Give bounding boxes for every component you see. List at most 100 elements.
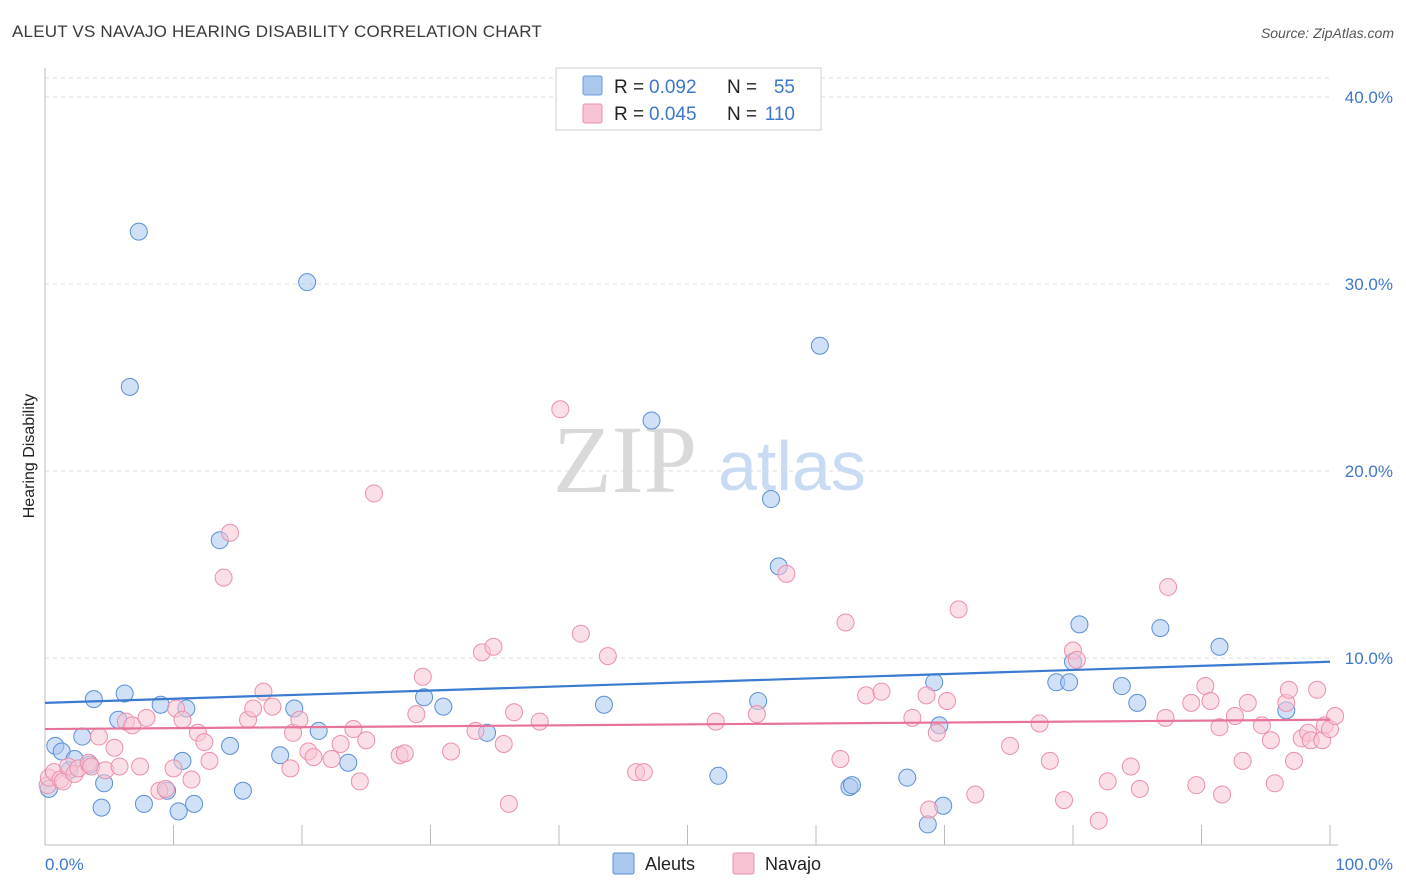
stats-legend: R = 0.092 N = 55 R = 0.045 N = 110 (555, 67, 822, 131)
navajo-point-64 (831, 749, 850, 768)
trend-lines (44, 660, 1331, 731)
aleuts-point-32 (594, 695, 613, 714)
navajo-point-55 (530, 712, 549, 731)
navajo-point-61 (706, 712, 725, 731)
watermark-zip: ZIP (553, 406, 697, 513)
stats-n-value-navajo: 110 (765, 104, 795, 125)
aleuts-point-29 (415, 688, 434, 707)
navajo-point-40 (344, 720, 363, 739)
watermark-atlas: atlas (718, 427, 866, 505)
navajo-point-13 (110, 757, 129, 776)
stats-r-value-aleuts: 0.092 (649, 77, 697, 98)
navajo-point-57 (571, 624, 590, 643)
navajo-point-43 (364, 484, 383, 503)
aleuts-point-30 (434, 697, 453, 716)
navajo-point-25 (195, 733, 214, 752)
aleuts-point-28 (339, 753, 358, 772)
navajo-point-97 (1261, 731, 1280, 750)
aleuts-point-27 (309, 721, 328, 740)
navajo-point-100 (1279, 680, 1298, 699)
navajo-point-41 (350, 772, 369, 791)
navajo-point-90 (1201, 692, 1220, 711)
navajo-point-80 (1067, 650, 1086, 669)
navajo-point-86 (1159, 577, 1178, 596)
navajo-point-52 (494, 735, 513, 754)
navajo-point-82 (1098, 772, 1117, 791)
navajo-point-72 (938, 692, 957, 711)
navajo-point-74 (966, 785, 985, 804)
navajo-point-32 (263, 697, 282, 716)
navajo-point-62 (747, 705, 766, 724)
navajo-point-42 (357, 731, 376, 750)
aleuts-point-33 (642, 411, 661, 430)
legend-label-aleuts: Aleuts (645, 854, 695, 874)
y-tick-label-40: 40.0% (1345, 88, 1393, 107)
navajo-point-15 (123, 716, 142, 735)
navajo-point-53 (499, 794, 518, 813)
navajo-point-69 (917, 686, 936, 705)
navajo-point-88 (1187, 776, 1206, 795)
navajo-point-60 (634, 763, 653, 782)
y-tick-label-10: 10.0% (1345, 649, 1393, 668)
navajo-point-73 (949, 600, 968, 619)
navajo-point-39 (331, 735, 350, 754)
navajo-point-35 (290, 710, 309, 729)
aleuts-point-42 (918, 815, 937, 834)
y-tick-label-20: 20.0% (1345, 462, 1393, 481)
stats-swatch-aleuts (582, 75, 603, 96)
navajo-point-78 (1055, 791, 1074, 810)
series-aleuts-points (39, 222, 1296, 834)
aleuts-point-23 (233, 781, 252, 800)
navajo-point-94 (1233, 751, 1252, 770)
aleuts-point-7 (84, 690, 103, 709)
navajo-point-16 (131, 757, 150, 776)
legend-label-navajo: Navajo (765, 854, 821, 874)
navajo-point-65 (836, 613, 855, 632)
navajo-point-98 (1265, 774, 1284, 793)
aleuts-point-26 (298, 273, 317, 292)
aleuts-trend-line (44, 660, 1331, 704)
aleuts-point-12 (120, 377, 139, 396)
navajo-point-20 (164, 759, 183, 778)
aleuts-point-50 (1112, 677, 1131, 696)
navajo-point-101 (1285, 751, 1304, 770)
navajo-point-58 (598, 647, 617, 666)
aleuts-point-8 (92, 798, 111, 817)
navajo-point-51 (484, 637, 503, 656)
aleuts-point-52 (1151, 619, 1170, 638)
legend-swatch-aleuts (612, 852, 635, 875)
navajo-point-105 (1308, 680, 1327, 699)
navajo-point-70 (920, 800, 939, 819)
legend-swatch-navajo (732, 852, 755, 875)
stats-n-value-aleuts: 55 (774, 77, 795, 98)
navajo-point-38 (322, 749, 341, 768)
aleuts-point-40 (842, 776, 861, 795)
navajo-point-22 (173, 710, 192, 729)
navajo-point-37 (304, 748, 323, 767)
aleuts-point-53 (1210, 637, 1229, 656)
navajo-point-67 (872, 682, 891, 701)
navajo-point-19 (156, 779, 175, 798)
navajo-point-85 (1156, 708, 1175, 727)
navajo-point-91 (1210, 718, 1229, 737)
navajo-point-27 (214, 568, 233, 587)
navajo-point-56 (551, 400, 570, 419)
aleuts-point-24 (271, 746, 290, 765)
navajo-point-81 (1089, 811, 1108, 830)
aleuts-point-13 (129, 222, 148, 241)
x-tick-label-min: 0.0% (45, 855, 84, 874)
series-legend: Aleuts Navajo (612, 852, 821, 875)
navajo-point-89 (1196, 677, 1215, 696)
chart-title: ALEUT VS NAVAJO HEARING DISABILITY CORRE… (12, 22, 542, 41)
aleuts-point-34 (709, 766, 728, 785)
aleuts-point-36 (762, 490, 781, 509)
aleuts-point-22 (221, 736, 240, 755)
tick-labels: 10.0% 20.0% 30.0% 40.0% 0.0% 100.0% (45, 88, 1393, 874)
navajo-point-12 (105, 738, 124, 757)
x-tick-label-max: 100.0% (1335, 855, 1393, 874)
aleuts-point-20 (185, 794, 204, 813)
navajo-point-48 (442, 742, 461, 761)
aleuts-point-49 (1070, 615, 1089, 634)
stats-n-label-navajo: N = (727, 104, 757, 125)
